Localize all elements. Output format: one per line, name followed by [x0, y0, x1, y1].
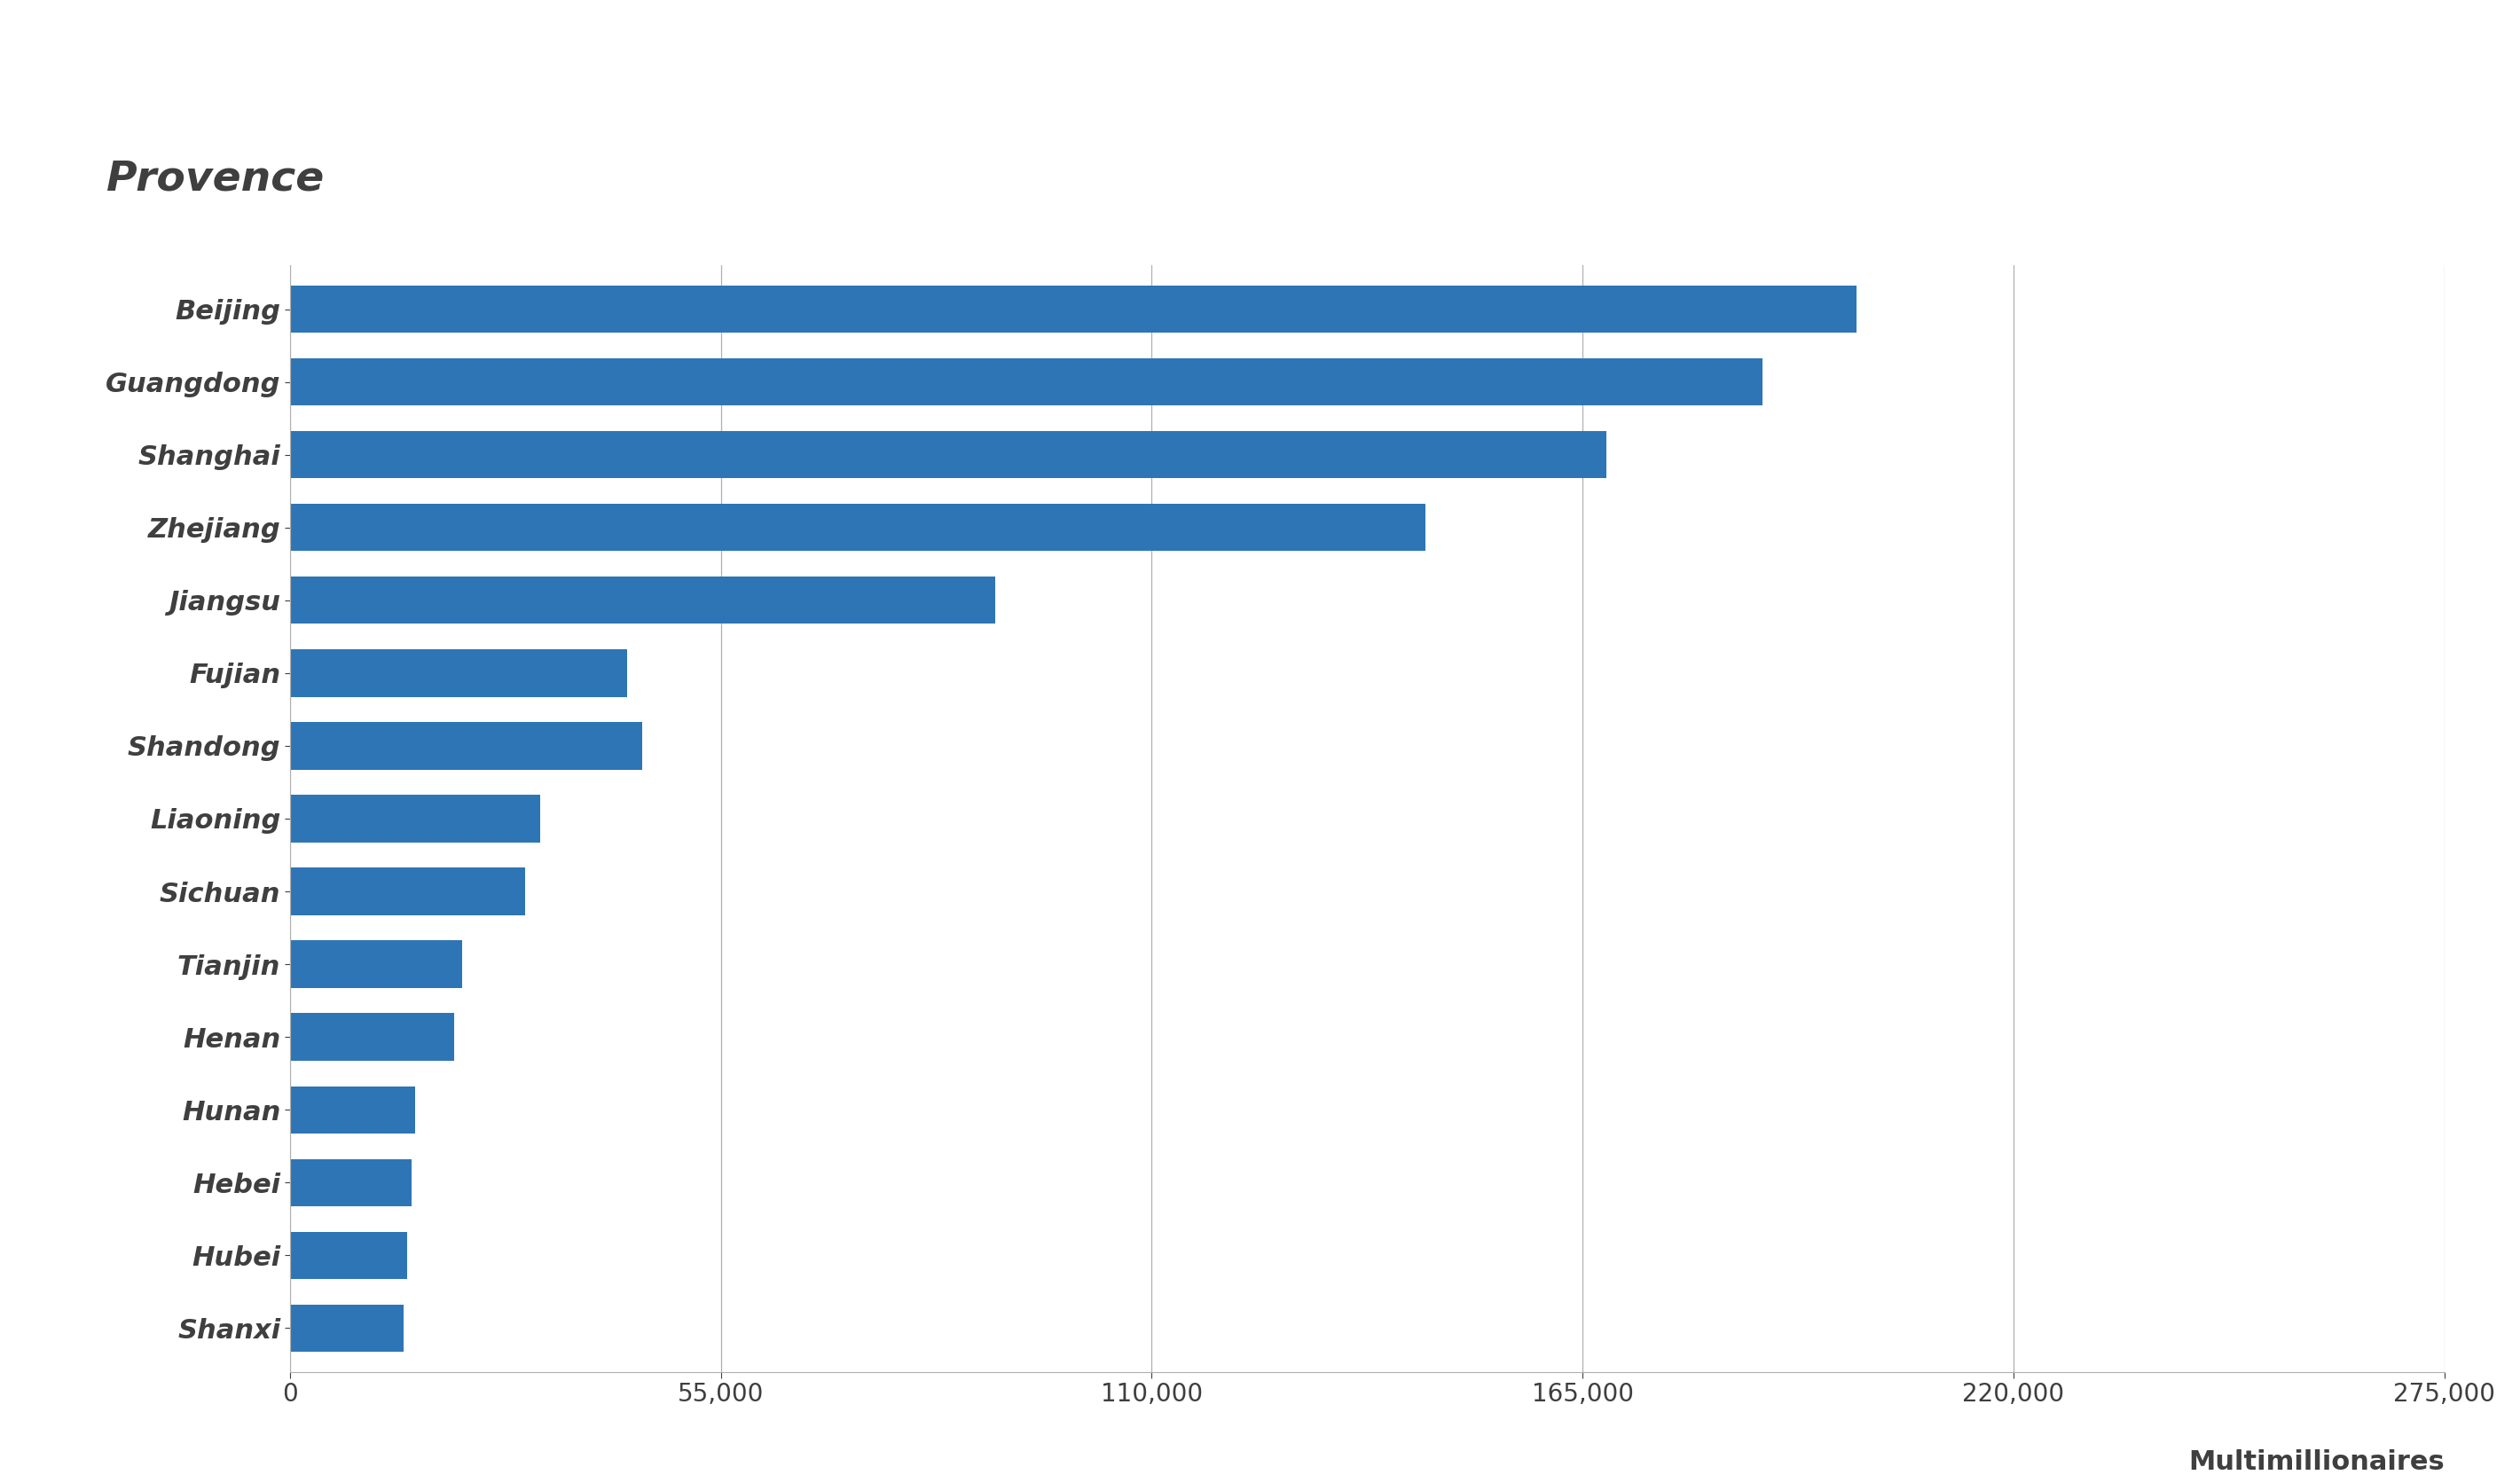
Bar	[290, 504, 1426, 552]
Bar	[290, 795, 539, 842]
Bar	[290, 577, 995, 624]
Bar	[290, 358, 1764, 406]
Bar	[290, 1304, 403, 1351]
Bar	[290, 649, 627, 696]
Bar	[290, 1159, 411, 1207]
Bar	[290, 286, 1857, 333]
Text: After understanding the top destinations for immigration and real estate investm: After understanding the top destinations…	[30, 65, 1719, 164]
Bar	[290, 723, 643, 770]
Text: Provence: Provence	[106, 159, 325, 199]
Bar	[290, 941, 461, 988]
Bar	[290, 1232, 408, 1279]
X-axis label: Multimillionaires: Multimillionaires	[2187, 1448, 2444, 1475]
Bar	[290, 1013, 454, 1061]
Bar	[290, 867, 524, 914]
Bar	[290, 1086, 416, 1133]
Bar	[290, 431, 1605, 478]
